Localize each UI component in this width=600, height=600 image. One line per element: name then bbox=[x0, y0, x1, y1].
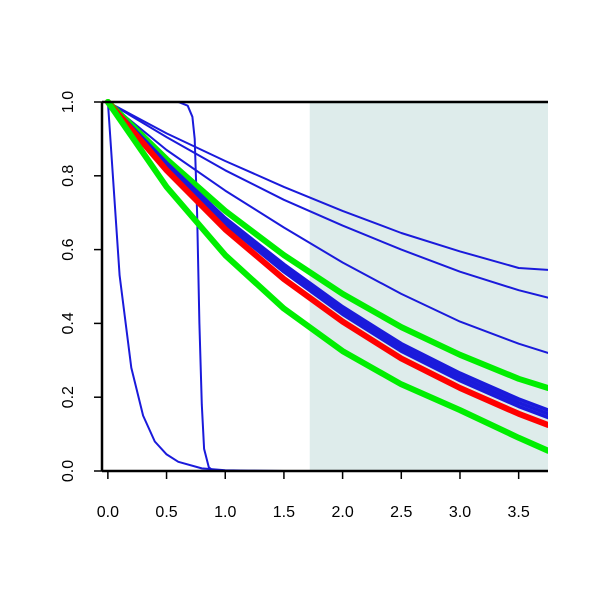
x-tick-label: 1.5 bbox=[273, 504, 295, 521]
x-tick-label: 2.5 bbox=[390, 504, 412, 521]
y-tick-label: 0.8 bbox=[60, 165, 77, 187]
x-axis-ticks: 0.0 0.5 1.0 1.5 2.0 2.5 3.0 3.5 bbox=[97, 471, 530, 521]
series-line-9 bbox=[106, 100, 548, 420]
series-line-4 bbox=[106, 101, 548, 299]
x-tick-label: 3.5 bbox=[508, 504, 530, 521]
y-axis-ticks: 0.0 0.2 0.4 0.6 0.8 1.0 bbox=[60, 91, 102, 482]
series-line-2 bbox=[106, 101, 548, 472]
shaded-region bbox=[309, 102, 548, 471]
axes-layer bbox=[100, 100, 548, 473]
series-line-6 bbox=[104, 99, 548, 391]
series-line-10 bbox=[104, 99, 548, 428]
x-tick-label: 2.0 bbox=[331, 504, 353, 521]
shaded-region-layer bbox=[309, 102, 548, 471]
y-tick-label: 0.2 bbox=[60, 386, 77, 408]
y-tick-label: 0.6 bbox=[60, 238, 77, 260]
series-line-11 bbox=[104, 99, 548, 454]
x-tick-label: 3.0 bbox=[449, 504, 471, 521]
series-layer bbox=[104, 99, 548, 472]
y-tick-label: 0.4 bbox=[60, 312, 77, 334]
series-line-5 bbox=[106, 101, 548, 354]
x-tick-label: 0.5 bbox=[155, 504, 177, 521]
x-tick-label: 1.0 bbox=[214, 504, 236, 521]
y-tick-label: 1.0 bbox=[60, 91, 77, 113]
series-line-3 bbox=[106, 101, 548, 271]
y-tick-label: 0.0 bbox=[60, 460, 77, 482]
x-tick-label: 0.0 bbox=[97, 504, 119, 521]
